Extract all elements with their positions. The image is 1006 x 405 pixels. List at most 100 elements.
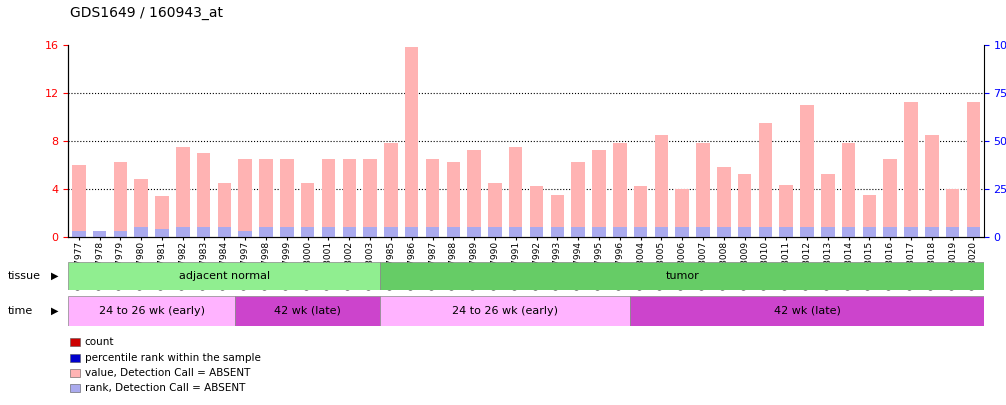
Bar	[571, 227, 584, 237]
Bar	[405, 47, 418, 237]
Bar	[447, 227, 460, 237]
Bar	[384, 143, 397, 237]
Bar	[904, 227, 917, 237]
Bar	[696, 143, 710, 237]
Bar	[426, 227, 440, 237]
Bar	[155, 196, 169, 237]
Bar	[675, 189, 689, 237]
Bar	[883, 159, 897, 237]
Bar	[800, 227, 814, 237]
Bar	[363, 159, 377, 237]
Bar	[217, 183, 231, 237]
Bar	[530, 186, 543, 237]
Text: GDS1649 / 160943_at: GDS1649 / 160943_at	[70, 6, 223, 20]
Bar	[759, 123, 773, 237]
Bar	[509, 147, 522, 237]
Bar	[468, 227, 481, 237]
Bar	[675, 227, 689, 237]
Bar	[926, 227, 939, 237]
Bar	[800, 104, 814, 237]
Bar	[447, 162, 460, 237]
Bar	[301, 183, 315, 237]
Text: time: time	[8, 306, 33, 316]
Bar	[550, 195, 564, 237]
Bar	[863, 195, 876, 237]
Bar	[593, 227, 606, 237]
Bar	[280, 159, 294, 237]
Bar	[93, 231, 107, 237]
Bar	[530, 227, 543, 237]
Text: 24 to 26 wk (early): 24 to 26 wk (early)	[99, 306, 204, 316]
Bar	[405, 227, 418, 237]
Bar	[842, 227, 855, 237]
Bar	[842, 143, 855, 237]
Bar	[655, 135, 668, 237]
Bar	[926, 135, 939, 237]
Text: percentile rank within the sample: percentile rank within the sample	[85, 353, 261, 362]
Bar	[197, 153, 210, 237]
Bar	[114, 231, 127, 237]
Bar	[717, 227, 730, 237]
Bar	[509, 227, 522, 237]
Bar	[93, 233, 107, 237]
Bar	[821, 175, 835, 237]
Bar	[967, 102, 980, 237]
Bar	[363, 227, 377, 237]
Bar	[426, 159, 440, 237]
Bar	[946, 189, 960, 237]
Bar	[380, 262, 984, 290]
Bar	[234, 296, 380, 326]
Bar	[946, 227, 960, 237]
Bar	[197, 227, 210, 237]
Bar	[904, 102, 917, 237]
Bar	[260, 227, 273, 237]
Bar	[634, 186, 647, 237]
Text: tissue: tissue	[8, 271, 41, 281]
Bar	[780, 227, 793, 237]
Bar	[72, 231, 86, 237]
Bar	[630, 296, 984, 326]
Bar	[238, 231, 253, 237]
Bar	[322, 159, 335, 237]
Bar	[72, 165, 86, 237]
Bar	[114, 162, 127, 237]
Bar	[550, 227, 564, 237]
Text: ▶: ▶	[51, 271, 58, 281]
Bar	[217, 227, 231, 237]
Bar	[342, 227, 356, 237]
Text: ▶: ▶	[51, 306, 58, 316]
Bar	[613, 143, 627, 237]
Text: 42 wk (late): 42 wk (late)	[275, 306, 341, 316]
Bar	[176, 147, 189, 237]
Bar	[759, 227, 773, 237]
Bar	[780, 185, 793, 237]
Bar	[967, 227, 980, 237]
Bar	[696, 227, 710, 237]
Bar	[135, 227, 148, 237]
Text: tumor: tumor	[665, 271, 699, 281]
Bar	[384, 227, 397, 237]
Bar	[737, 175, 751, 237]
Bar	[155, 228, 169, 237]
Bar	[717, 167, 730, 237]
Text: rank, Detection Call = ABSENT: rank, Detection Call = ABSENT	[85, 384, 244, 393]
Bar	[380, 296, 630, 326]
Bar	[322, 227, 335, 237]
Bar	[821, 227, 835, 237]
Bar	[468, 150, 481, 237]
Text: adjacent normal: adjacent normal	[179, 271, 270, 281]
Bar	[238, 159, 253, 237]
Bar	[260, 159, 273, 237]
Bar	[68, 262, 380, 290]
Bar	[883, 227, 897, 237]
Bar	[176, 227, 189, 237]
Bar	[301, 227, 315, 237]
Text: 42 wk (late): 42 wk (late)	[774, 306, 840, 316]
Bar	[613, 227, 627, 237]
Bar	[488, 183, 502, 237]
Bar	[488, 227, 502, 237]
Bar	[571, 162, 584, 237]
Bar	[634, 227, 647, 237]
Bar	[737, 227, 751, 237]
Bar	[593, 150, 606, 237]
